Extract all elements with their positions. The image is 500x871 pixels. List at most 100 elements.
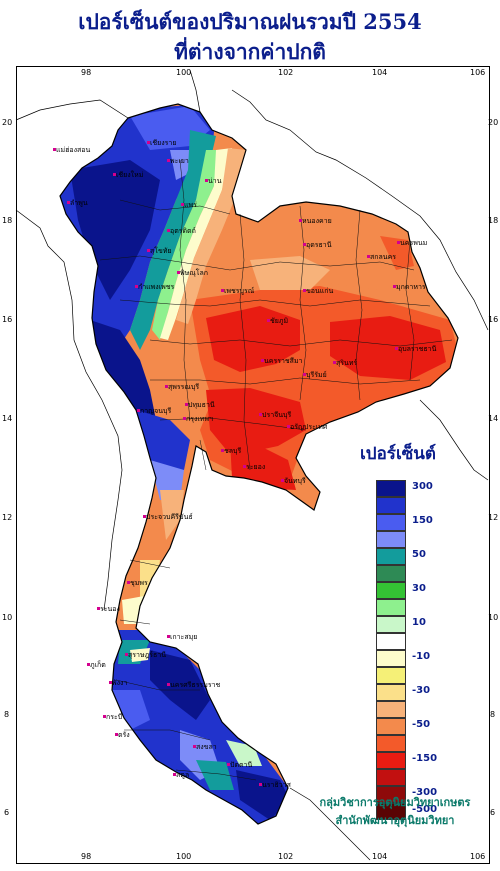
lon-tick: 106 (470, 68, 486, 77)
city-label: สุรินทร์ (336, 359, 358, 367)
city-label: เพชรบูรณ์ (224, 287, 255, 295)
legend-label: 150 (412, 515, 433, 526)
city-label: กรุงเทพฯ (186, 415, 213, 423)
lon-tick-bottom: 98 (81, 852, 92, 861)
station-dot (299, 219, 302, 222)
station-dot (261, 359, 264, 362)
lon-tick-bottom: 102 (278, 852, 294, 861)
lat-tick-right: 16 (488, 315, 499, 324)
city-label: หนองคาย (302, 217, 332, 225)
station-dot (173, 773, 176, 776)
station-dot (181, 203, 184, 206)
legend-swatch (376, 616, 406, 633)
legend-title: เปอร์เซ็นต์ (360, 444, 436, 464)
legend-label: -50 (412, 719, 431, 730)
legend-swatch (376, 752, 406, 769)
city-label: สตูล (176, 771, 190, 779)
station-dot (303, 243, 306, 246)
legend-swatch (376, 514, 406, 531)
station-dot (135, 285, 138, 288)
city-label: กำแพงเพชร (138, 283, 175, 291)
station-dot (67, 201, 70, 204)
lat-tick-right: 6 (490, 808, 496, 817)
lon-tick: 104 (372, 68, 388, 77)
station-dot (303, 289, 306, 292)
legend-label: 10 (412, 617, 426, 628)
station-dot (205, 179, 208, 182)
station-dot (127, 581, 130, 584)
station-dot (221, 289, 224, 292)
legend-label: -500 (412, 804, 438, 815)
station-dot (303, 373, 306, 376)
lat-tick: 14 (2, 414, 13, 423)
legend-swatch (376, 667, 406, 684)
legend-swatch (376, 599, 406, 616)
lon-tick: 100 (176, 68, 192, 77)
city-label: กาญจนบุรี (140, 407, 172, 415)
legend-label: -150 (412, 753, 438, 764)
station-dot (259, 783, 262, 786)
city-label: ปราจีนบุรี (262, 411, 292, 419)
province-borders (99, 159, 453, 781)
city-label: ลำพูน (70, 199, 88, 207)
lat-tick: 12 (2, 513, 13, 522)
legend-swatch (376, 565, 406, 582)
city-label: นครศรีธรรมราช (170, 681, 221, 689)
station-dot (87, 663, 90, 666)
city-label: ชลบุรี (224, 447, 242, 455)
city-label: สงขลา (196, 743, 217, 751)
station-markers (53, 141, 400, 786)
city-label: ปัตตานี (230, 761, 253, 769)
station-dot (165, 385, 168, 388)
city-label: ประจวบคีรีขันธ์ (146, 513, 193, 521)
city-label: อุดรธานี (306, 241, 332, 249)
city-label: สกลนคร (370, 253, 397, 261)
station-dot (227, 763, 230, 766)
legend-label: 300 (412, 481, 433, 492)
city-label: ระยอง (246, 463, 266, 471)
legend-swatch (376, 548, 406, 565)
city-label: อรัญประเทศ (290, 423, 328, 431)
station-dot (115, 733, 118, 736)
city-label: นราธิวาส (262, 781, 291, 789)
station-dot (395, 347, 398, 350)
city-label: สุพรรณบุรี (168, 383, 200, 391)
city-label: เชียงใหม่ (116, 171, 144, 179)
lat-tick: 18 (2, 216, 13, 225)
lon-tick: 102 (278, 68, 294, 77)
station-dot (113, 173, 116, 176)
city-label: มุกดาหาร (396, 283, 426, 291)
lat-tick-right: 8 (490, 710, 496, 719)
legend-swatch (376, 531, 406, 548)
station-dot (287, 425, 290, 428)
lat-tick: 8 (4, 710, 10, 719)
station-dot (243, 465, 246, 468)
lon-tick: 98 (81, 68, 92, 77)
legend-label: 30 (412, 583, 426, 594)
station-dot (147, 249, 150, 252)
city-label: น่าน (208, 177, 222, 185)
city-label: ขอนแก่น (306, 287, 334, 295)
city-label: พะเยา (170, 157, 189, 165)
city-label: ปทุมธานี (188, 401, 215, 409)
lon-tick-bottom: 100 (176, 852, 192, 861)
station-dot (393, 285, 396, 288)
legend-label: -10 (412, 651, 431, 662)
station-dot (267, 319, 270, 322)
station-dot (193, 745, 196, 748)
city-label: จันทบุรี (284, 477, 306, 485)
lon-tick-bottom: 104 (372, 852, 388, 861)
legend-label: 50 (412, 549, 426, 560)
lat-tick: 16 (2, 315, 13, 324)
legend-swatch (376, 480, 406, 497)
station-dot (97, 607, 100, 610)
station-dot (103, 715, 106, 718)
city-label: เกาะสมุย (170, 633, 198, 641)
station-dot (167, 683, 170, 686)
legend-swatch (376, 701, 406, 718)
city-label: เชียงราย (150, 139, 177, 147)
legend-swatch (376, 769, 406, 786)
station-dot (397, 241, 400, 244)
lat-tick-right: 18 (488, 216, 499, 225)
station-dot (167, 635, 170, 638)
